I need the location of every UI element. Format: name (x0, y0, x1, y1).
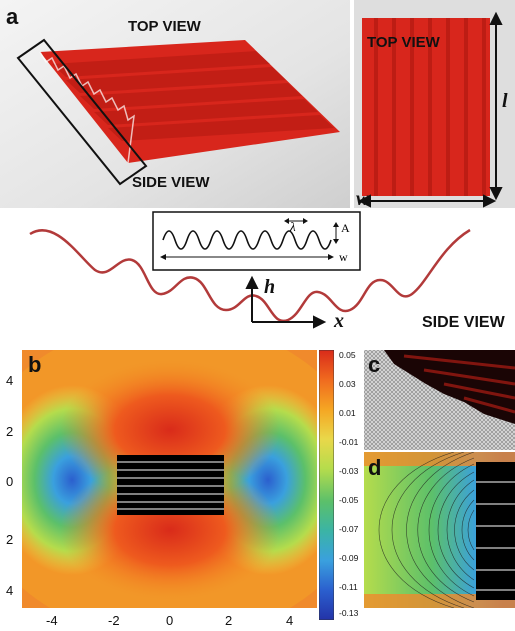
panel-a-label: a (6, 4, 19, 29)
side-view-selection-box (16, 38, 148, 186)
x-tick-label: -4 (46, 613, 58, 628)
colorbar (319, 350, 334, 620)
inset-box (152, 211, 361, 271)
side-view-label-bottom: SIDE VIEW (422, 314, 505, 331)
h-x-axes (245, 275, 327, 329)
top-view-label-left: TOP VIEW (128, 18, 201, 35)
stacked-sheets-block (117, 455, 224, 515)
colorbar-tick: -0.13 (339, 608, 359, 618)
corrugated-sheet-left (39, 40, 340, 164)
colorbar-tick: -0.07 (339, 524, 359, 534)
panel-a-left-photo (0, 0, 350, 208)
h-axis-label: h (264, 276, 276, 298)
colorbar-tick: 0.05 (339, 350, 356, 360)
colorbar-tick: -0.01 (339, 437, 359, 447)
inset-w-label: w (339, 250, 348, 264)
y-tick-label: 0 (6, 474, 14, 489)
x-tick-label: -2 (108, 613, 120, 628)
y-tick-label: 2 (6, 532, 14, 547)
colorbar-tick: 0.03 (339, 379, 356, 389)
panel-d-label: d (368, 455, 382, 480)
x-tick-label: 0 (166, 613, 174, 628)
y-tick-label: 4 (6, 583, 14, 598)
panel-c-label: c (368, 352, 381, 377)
panel-b-plot (22, 350, 317, 608)
amplitude-A-label: A (341, 221, 350, 235)
width-w-label: w (356, 188, 370, 210)
panel-b-label: b (28, 352, 42, 377)
colorbar-tick: -0.03 (339, 466, 359, 476)
panel-a-right-photo (354, 0, 515, 208)
top-view-label-right: TOP VIEW (367, 34, 440, 51)
y-tick-label: 4 (6, 373, 14, 388)
lambda-label: λ (290, 219, 296, 234)
side-view-label-left: SIDE VIEW (132, 174, 210, 191)
sheet-stack-edge (476, 462, 515, 600)
side-profile-wave (29, 228, 471, 323)
colorbar-tick: -0.09 (339, 553, 359, 563)
side-view-schematic (0, 208, 515, 338)
panel-d-field-lines (364, 452, 515, 608)
x-tick-label: 2 (225, 613, 233, 628)
length-l-label: l (502, 90, 508, 112)
colorbar-tick: -0.11 (339, 582, 358, 592)
panel-c-mesh (364, 350, 515, 450)
x-tick-label: 4 (286, 613, 294, 628)
colorbar-tick: 0.01 (339, 408, 356, 418)
colorbar-tick: -0.05 (339, 495, 359, 505)
x-axis-label: x (334, 310, 344, 332)
y-tick-label: 2 (6, 424, 14, 439)
